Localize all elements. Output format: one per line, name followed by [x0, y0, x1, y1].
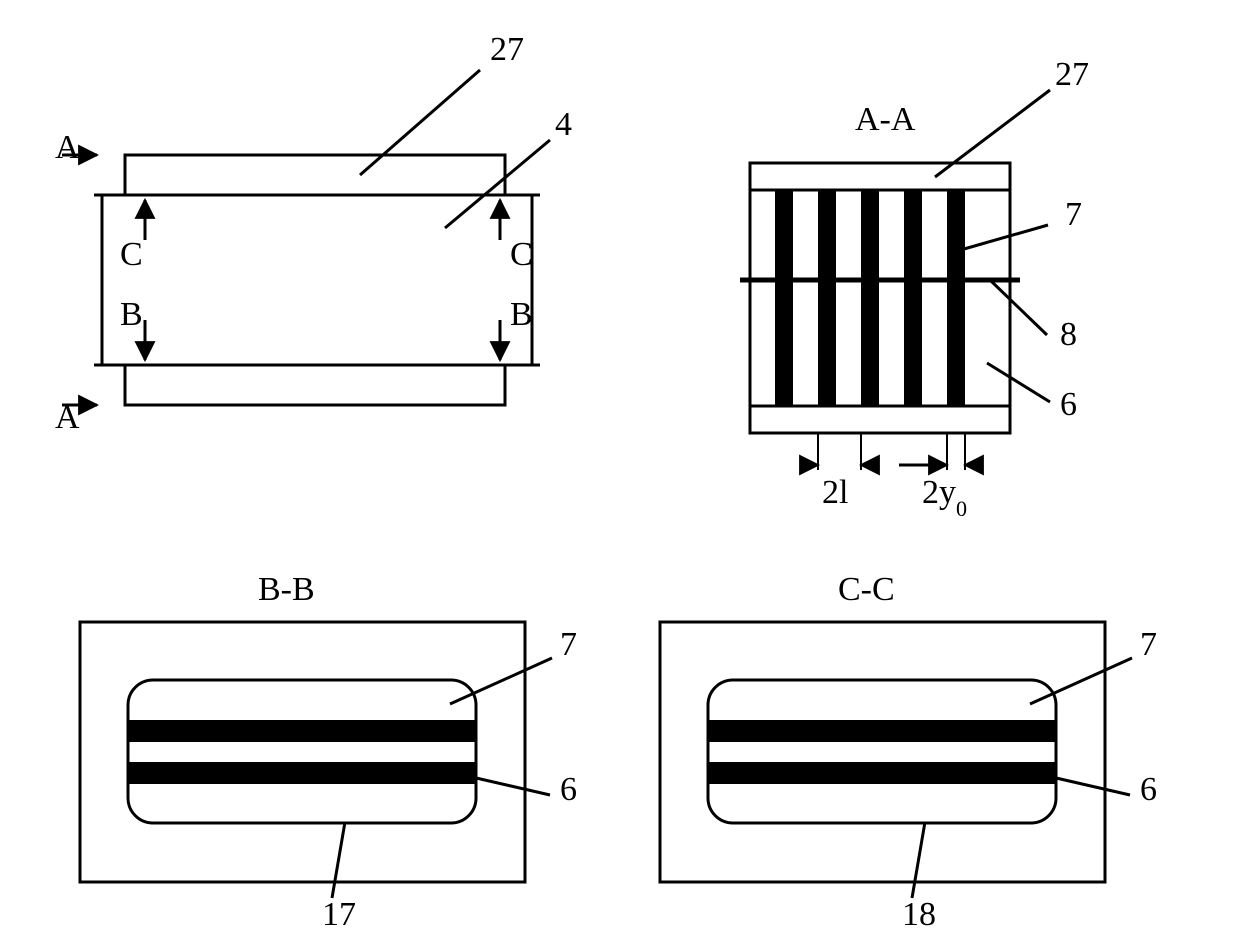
- cc-7-leader: [1030, 658, 1132, 704]
- bb-6-label: 6: [560, 771, 577, 808]
- tr-7-label: 7: [1065, 196, 1082, 233]
- section-label-B_right: B: [510, 296, 533, 333]
- cc-inner: [708, 680, 1056, 823]
- cc-18-label: 18: [902, 896, 936, 933]
- tl-27-leader: [360, 70, 480, 175]
- section-label-C_right: C: [510, 236, 533, 273]
- tr-8-leader: [990, 280, 1047, 335]
- technical-drawing: AACCBB274A-A2l2y067827B-B6717C-C6718: [0, 0, 1240, 949]
- dim-2y0-label: 2y0: [922, 474, 967, 521]
- tl-27-label: 27: [490, 31, 524, 68]
- bb-17-leader: [332, 822, 345, 898]
- bb-bar-1: [128, 762, 476, 784]
- tr-bar-2: [861, 190, 879, 406]
- tr-6-label: 6: [1060, 386, 1077, 423]
- tl-4-label: 4: [555, 106, 572, 143]
- tr-8-label: 8: [1060, 316, 1077, 353]
- cc-outer: [660, 622, 1105, 882]
- section-label-B_left: B: [120, 296, 143, 333]
- cc-bar-0: [708, 720, 1056, 742]
- bb-title: B-B: [258, 571, 315, 608]
- bb-7-leader: [450, 658, 552, 704]
- bb-inner: [128, 680, 476, 823]
- bb-7-label: 7: [560, 626, 577, 663]
- tl-body-rect: [102, 195, 532, 365]
- cc-bar-1: [708, 762, 1056, 784]
- tr-6-leader: [987, 363, 1050, 402]
- tr-bar-1: [818, 190, 836, 406]
- tr-bar-3: [904, 190, 922, 406]
- dim-2l-label: 2l: [822, 474, 848, 511]
- section-label-C_left: C: [120, 236, 143, 273]
- tr-bar-0: [775, 190, 793, 406]
- cc-18-leader: [912, 822, 925, 898]
- section-label-A_bottom: A: [55, 399, 80, 436]
- bb-bar-0: [128, 720, 476, 742]
- tr-bar-4: [947, 190, 965, 406]
- cc-title: C-C: [838, 571, 895, 608]
- tr-27-label: 27: [1055, 56, 1089, 93]
- cc-7-label: 7: [1140, 626, 1157, 663]
- bb-outer: [80, 622, 525, 882]
- bb-17-label: 17: [322, 896, 356, 933]
- title-AA: A-A: [855, 101, 916, 138]
- section-label-A_top: A: [55, 129, 80, 166]
- cc-6-label: 6: [1140, 771, 1157, 808]
